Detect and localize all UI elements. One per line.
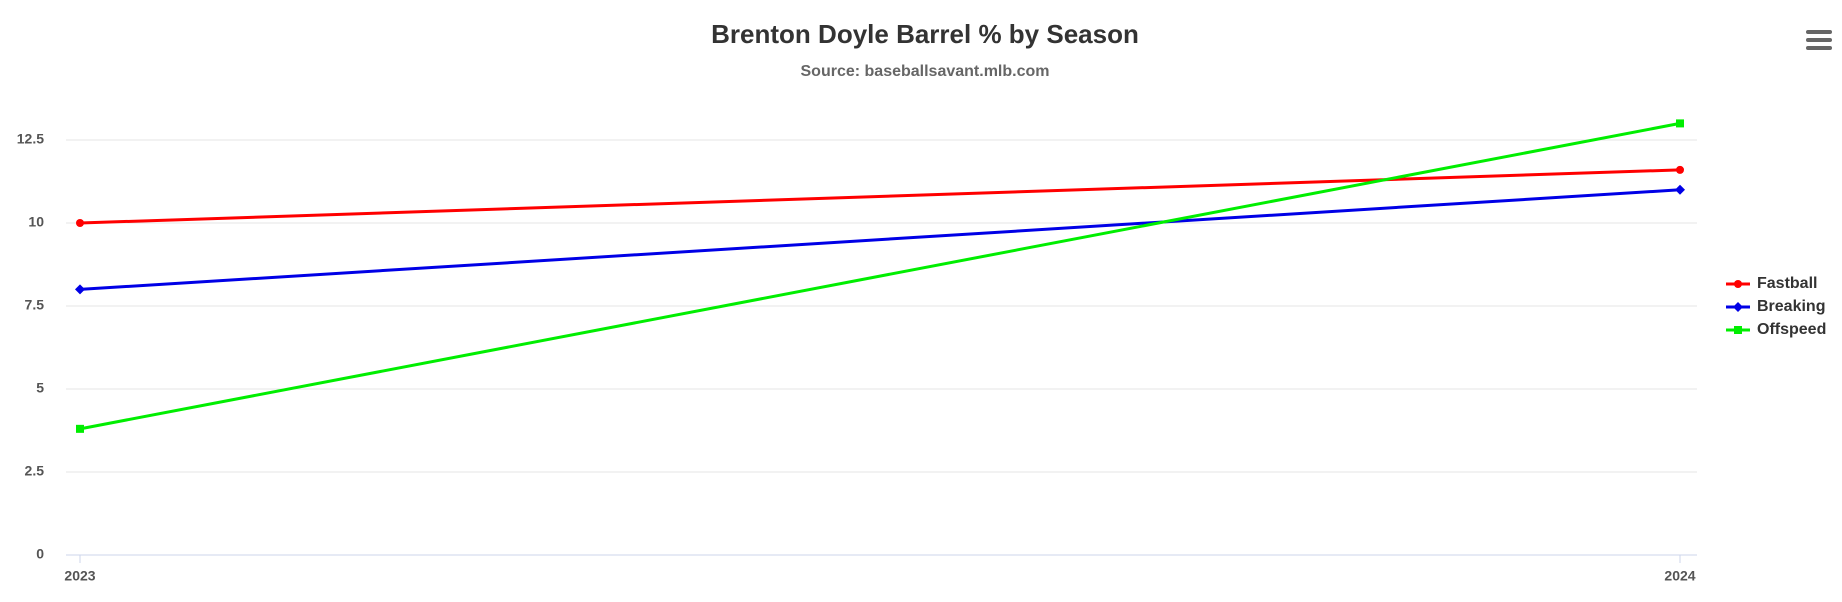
menu-bar (1806, 30, 1832, 34)
data-point (76, 219, 84, 227)
chart-subtitle: Source: baseballsavant.mlb.com (801, 63, 1050, 80)
series-line (79, 121, 1681, 431)
legend-label: Breaking (1757, 298, 1825, 315)
y-tick-label: 0 (36, 546, 44, 562)
y-tick-label: 10 (28, 214, 44, 230)
data-point (1675, 184, 1685, 195)
data-point (75, 284, 85, 295)
x-tick-label: 2024 (1664, 568, 1695, 584)
series-line (79, 188, 1681, 291)
menu-button[interactable] (1806, 30, 1832, 50)
y-tick-label: 2.5 (25, 463, 45, 479)
menu-bar (1806, 46, 1832, 50)
legend-marker (1733, 302, 1743, 312)
y-tick-label: 7.5 (25, 297, 45, 313)
chart-title: Brenton Doyle Barrel % by Season (711, 19, 1139, 49)
legend-marker (1734, 326, 1742, 334)
legend-label: Offspeed (1757, 321, 1826, 338)
series-line (79, 168, 1681, 225)
legend-marker (1734, 280, 1742, 288)
menu-bar (1806, 38, 1832, 42)
data-point (76, 424, 84, 433)
legend-label: Fastball (1757, 275, 1817, 292)
data-point (1676, 119, 1684, 128)
x-tick-label: 2023 (64, 568, 95, 584)
y-tick-label: 12.5 (17, 131, 44, 147)
y-tick-label: 5 (36, 380, 44, 396)
data-point (1676, 165, 1684, 174)
